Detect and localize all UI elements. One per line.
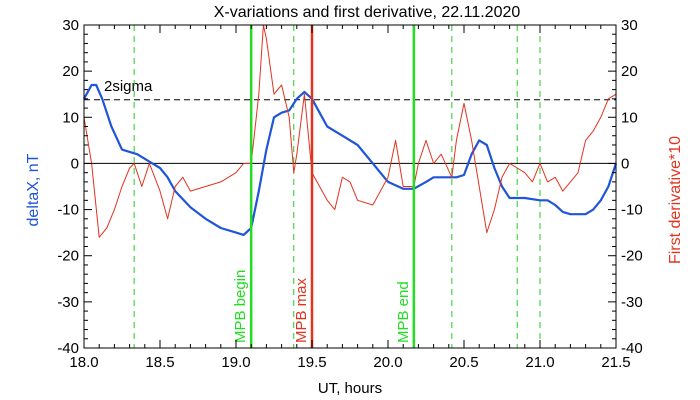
y-right-tick-label: 10 [621, 109, 638, 126]
y-left-tick-label: 20 [62, 63, 79, 80]
x-tick-label: 18.0 [69, 354, 98, 371]
y-left-tick-label: -30 [57, 294, 79, 311]
y-left-tick-label: 30 [62, 17, 79, 34]
x-axis-label: UT, hours [318, 380, 382, 397]
event-label: MPB end [395, 281, 412, 343]
y-right-tick-label: -40 [621, 340, 643, 357]
y-left-tick-label: -10 [57, 202, 79, 219]
y-right-tick-label: 30 [621, 17, 638, 34]
plot-area [84, 25, 616, 348]
y-right-tick-label: -10 [621, 202, 643, 219]
axes: 18.0 18.5 19.0 19.5 20.0 20.5 21.0 21.5-40 -40-3… [57, 17, 642, 371]
y-left-tick-label: 0 [71, 155, 79, 172]
plot-frame [83, 24, 617, 349]
y-right-tick-label: 0 [621, 155, 629, 172]
threshold-label: 2sigma [104, 78, 153, 95]
y-right-tick-label: -20 [621, 248, 643, 265]
y-axis-right-label: First derivative*10 [667, 136, 684, 264]
x-tick-label: 19.0 [221, 354, 250, 371]
y-left-tick-label: -20 [57, 248, 79, 265]
x-tick-label: 20.5 [449, 354, 478, 371]
reference-lines: 2sigma [84, 25, 616, 348]
y-right-tick-label: 20 [621, 63, 638, 80]
plot-background [84, 25, 616, 348]
x-tick-label: 20.0 [373, 354, 402, 371]
chart-title: X-variations and first derivative, 22.11… [214, 4, 521, 21]
x-tick-label: 19.5 [297, 354, 326, 371]
y-left-tick-label: -40 [57, 340, 79, 357]
series-line-derivative [83, 24, 617, 238]
x-tick-label: 21.0 [525, 354, 554, 371]
series-layer: MPB begin MPB max MPB end [83, 24, 618, 348]
y-axis-left-label: deltaX, nT [25, 153, 42, 226]
event-label: MPB max [293, 277, 310, 343]
y-left-tick-label: 10 [62, 109, 79, 126]
x-tick-label: 18.5 [145, 354, 174, 371]
event-label: MPB begin [232, 270, 249, 343]
x-tick-label: 21.5 [601, 354, 630, 371]
series-line-deltax [83, 83, 618, 236]
y-right-tick-label: -30 [621, 294, 643, 311]
